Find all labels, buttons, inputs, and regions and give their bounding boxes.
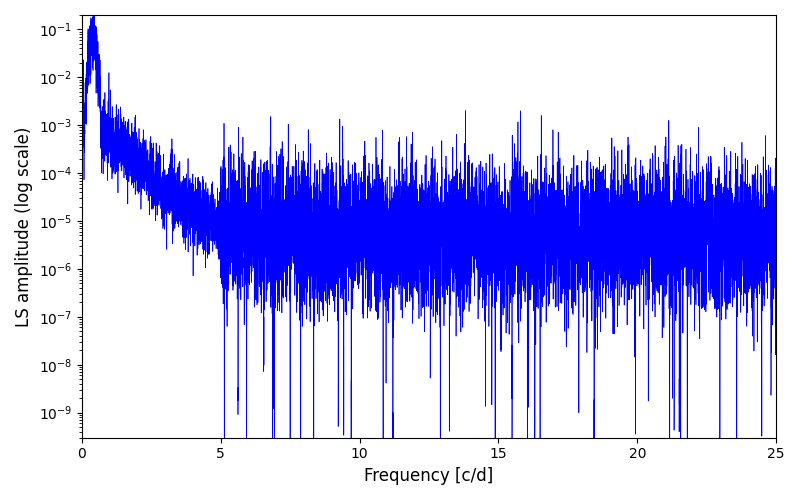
Y-axis label: LS amplitude (log scale): LS amplitude (log scale) xyxy=(15,126,33,326)
X-axis label: Frequency [c/d]: Frequency [c/d] xyxy=(364,467,494,485)
